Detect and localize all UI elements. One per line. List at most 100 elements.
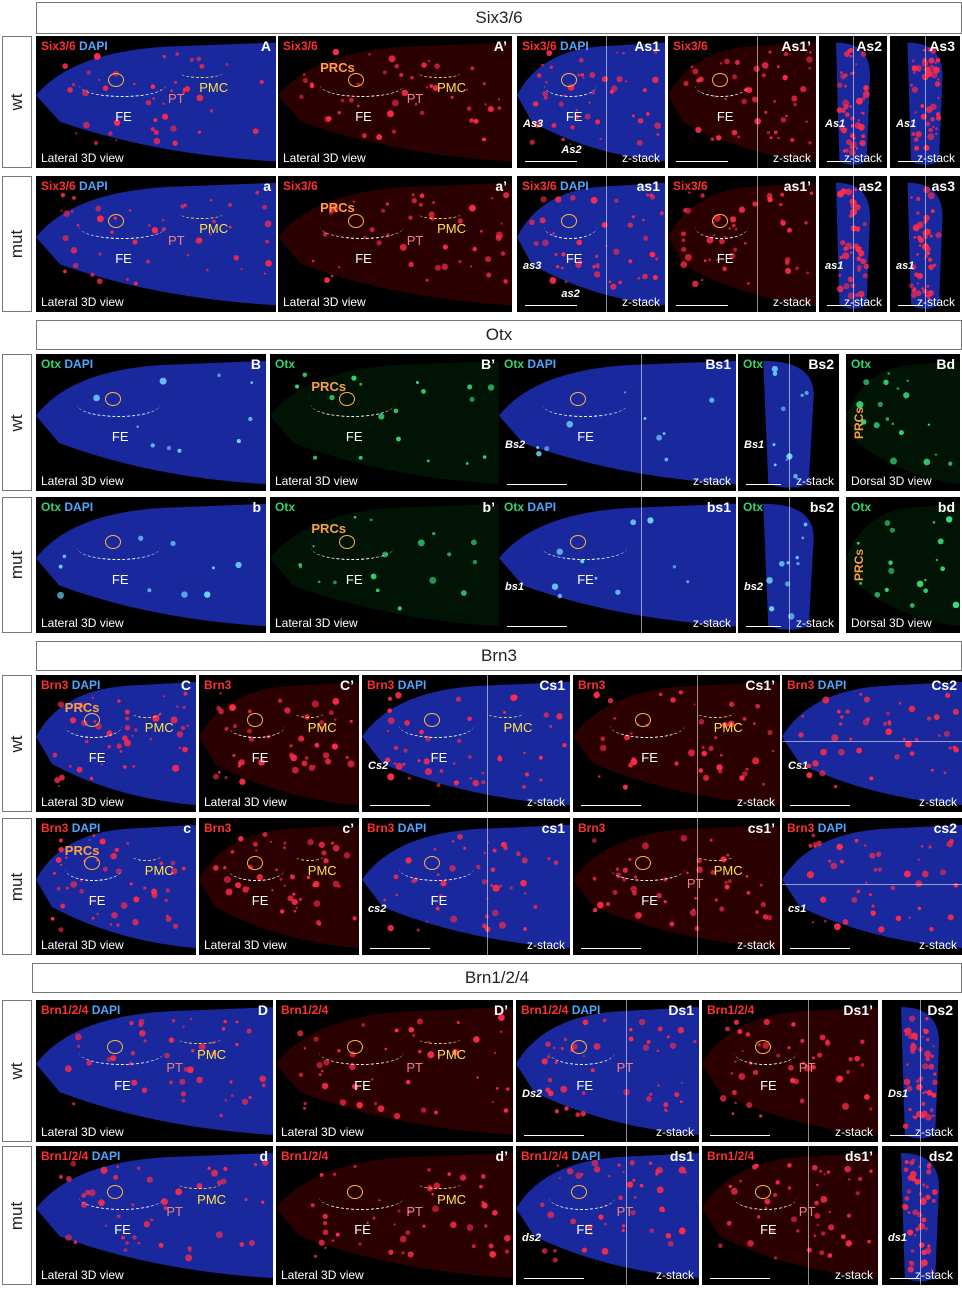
region-label: FE [114, 1222, 131, 1238]
channel-name: Brn3 [367, 821, 395, 835]
tissue-image [782, 824, 962, 949]
region-label: PT [686, 875, 704, 891]
row-label-box: wt [2, 1000, 32, 1142]
region-label: FE [641, 893, 658, 909]
fe-outline [79, 73, 166, 97]
micrograph-panel: Brn3 c’ Lateral 3D view FE PMC [199, 818, 359, 955]
channel-name: DAPI [397, 821, 427, 835]
row-label-box: mut [2, 497, 32, 633]
channel-name: Brn1/2/4 [281, 1149, 329, 1163]
channel-name: DAPI [64, 500, 94, 514]
channel-label: Otx [275, 357, 295, 371]
channel-label: Six3/6 [673, 179, 708, 193]
channel-name: Otx [504, 500, 525, 514]
fe-outline [79, 214, 166, 239]
fe-outline [318, 1040, 404, 1066]
tissue-image [278, 42, 512, 162]
section-line [788, 354, 790, 491]
channel-name: Otx [743, 357, 764, 371]
prc-circle [84, 713, 100, 728]
view-label: Lateral 3D view [204, 795, 287, 809]
prc-circle [107, 1039, 124, 1054]
fe-outline [78, 1185, 164, 1210]
view-label: z-stack [621, 151, 660, 165]
fe-outline [543, 73, 597, 97]
micrograph-panel: Six3/6 As1’ z-stack FE [668, 36, 816, 168]
micrograph-panel: Otx bd Dorsal 3D view PRCs [846, 497, 960, 633]
channel-name: Six3/6 [522, 179, 557, 193]
tissue-image [782, 681, 962, 806]
tissue-image [36, 1152, 273, 1279]
prc-circle [712, 72, 729, 87]
scale-bar [507, 626, 567, 627]
panel-letter: cs2 [933, 820, 957, 836]
section-title: Brn3 [36, 641, 962, 671]
pmc-outline [418, 209, 461, 219]
channel-label: Brn3 [578, 678, 605, 692]
panel-letter: d’ [495, 1148, 508, 1164]
tissue-image [199, 681, 359, 806]
tissue-image [846, 503, 960, 627]
panel-letter: Bd [936, 356, 955, 372]
channel-label: Six3/6 [283, 39, 318, 53]
view-label: z-stack [772, 295, 811, 309]
view-label: z-stack [795, 616, 834, 630]
view-label: Lateral 3D view [41, 295, 124, 309]
region-label: PMC [713, 720, 743, 736]
prc-circle [635, 856, 652, 871]
channel-label: Six3/6 DAPI [522, 179, 589, 193]
prc-circle [570, 392, 587, 407]
prc-circle [570, 1039, 587, 1054]
panel-letter: Ds2 [927, 1002, 953, 1018]
view-label: z-stack [916, 295, 955, 309]
section-plane-label: as1 [896, 260, 915, 273]
fe-outline [610, 713, 685, 739]
tissue-image [573, 681, 780, 806]
tissue-image [36, 681, 196, 806]
section-line [697, 675, 699, 812]
micrograph-panel: Brn1/2/4 DAPI D Lateral 3D view FE PT PMC [36, 1000, 273, 1142]
micrograph-panel: Brn3 DAPI cs2 z-stack cs1 [782, 818, 962, 955]
section-line [605, 36, 607, 168]
fe-outline [320, 214, 405, 239]
micrograph-panel: Otx DAPI Bs1 z-stack FE Bs2 [499, 354, 736, 491]
channel-name: Brn3 [204, 678, 232, 692]
panel-letter: A [260, 38, 271, 54]
tissue-image [36, 503, 266, 627]
channel-name: DAPI [79, 39, 108, 53]
channel-name: Otx [41, 500, 62, 514]
scale-bar [746, 626, 782, 627]
tissue-image [270, 503, 500, 627]
fe-outline [77, 535, 161, 560]
view-label: Lateral 3D view [41, 616, 124, 630]
fe-outline [64, 856, 123, 882]
panel-letter: cs1 [541, 820, 565, 836]
micrograph-panel: Otx B’ Lateral 3D view PRCs FE [270, 354, 500, 491]
region-label: PRCs [320, 59, 355, 75]
view-label: z-stack [914, 1268, 953, 1282]
channel-name: DAPI [817, 821, 847, 835]
micrograph-panel: Otx Bd Dorsal 3D view PRCs [846, 354, 960, 491]
pmc-outline [418, 68, 461, 78]
scale-bar [370, 948, 430, 949]
channel-label: Brn3 [204, 821, 231, 835]
section-plane-label: ds1 [888, 1232, 907, 1245]
section-line [641, 354, 643, 491]
fe-outline [733, 1040, 798, 1066]
channel-label: Brn3 DAPI [41, 821, 100, 835]
tissue-image [668, 182, 816, 306]
section-line [788, 497, 790, 633]
micrograph-panel: As2 z-stack As1 [819, 36, 887, 168]
panel-letter: Bs2 [808, 356, 834, 372]
fe-outline [311, 535, 395, 560]
region-label: PT [406, 233, 424, 249]
panel-letter: a’ [495, 178, 507, 194]
section-plane-label: as3 [523, 260, 542, 273]
pmc-outline [697, 851, 735, 861]
channel-name: Brn3 [578, 678, 606, 692]
pmc-outline [132, 708, 161, 718]
region-label: FE [88, 893, 106, 909]
prc-circle [247, 713, 263, 728]
region-label: FE [88, 750, 106, 766]
view-label: Lateral 3D view [275, 616, 358, 630]
